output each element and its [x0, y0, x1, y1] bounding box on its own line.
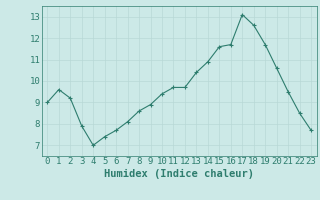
X-axis label: Humidex (Indice chaleur): Humidex (Indice chaleur): [104, 169, 254, 179]
